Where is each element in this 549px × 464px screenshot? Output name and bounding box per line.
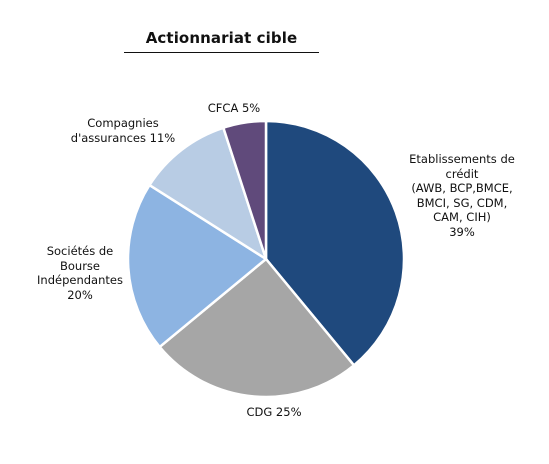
slice-label-cdg: CDG 25% xyxy=(246,405,302,419)
slice-label-compagnies-assurances: Compagnies d'assurances 11% xyxy=(70,116,176,145)
title-underline xyxy=(124,52,319,53)
slice-label-etablissements: Etablissements de crédit (AWB, BCP,BMCE,… xyxy=(409,152,515,239)
pie-slices xyxy=(126,119,406,399)
slice-label-cfca: CFCA 5% xyxy=(207,101,261,115)
pie-slice-cfca xyxy=(222,119,268,261)
chart-title: Actionnariat cible xyxy=(145,29,298,47)
pie-slice-etablissements xyxy=(264,119,406,367)
pie-slice-compagnies-assurances xyxy=(148,126,268,261)
slice-label-societes-de-bourse: Sociétés de Bourse Indépendantes 20% xyxy=(37,244,123,302)
pie-slice-societes-de-bourse xyxy=(126,183,268,349)
pie-slice-cdg xyxy=(158,257,356,399)
